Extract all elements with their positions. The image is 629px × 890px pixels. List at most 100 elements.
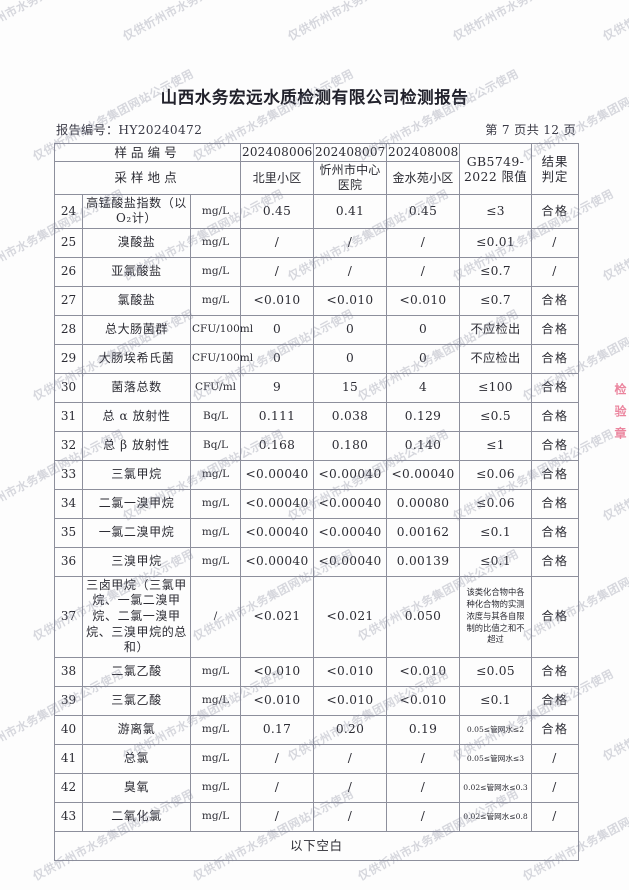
table-row: 37 三卤甲烷（三氯甲烷、一氯二溴甲烷、二氯一溴甲烷、三溴甲烷的总和） / <0.02… <box>54 575 579 658</box>
row-item-name: 总 β 放射性 <box>82 430 191 461</box>
row-result: / <box>531 772 579 803</box>
header-site-1: 北里小区 <box>240 161 314 195</box>
row-item-name: 游离氯 <box>82 714 191 745</box>
row-value-sample-2: 0.180 <box>313 430 387 461</box>
header-sample-no-3: 202408008 <box>386 142 460 163</box>
table-row: 27 氯酸盐 mg/L <0.010 <0.010 <0.010 ≤0.7 合格 <box>54 285 579 316</box>
row-value-sample-2: <0.010 <box>313 285 387 316</box>
row-value-sample-3: 0 <box>386 343 460 374</box>
blank-note-row: 以下空白 <box>54 830 579 861</box>
row-value-sample-2: <0.010 <box>313 685 387 716</box>
row-standard-limit: ≤100 <box>459 372 532 403</box>
row-standard-limit: 不应检出 <box>459 314 532 345</box>
row-item-name: 氯酸盐 <box>82 285 191 316</box>
table-row: 36 三溴甲烷 mg/L <0.00040 <0.00040 0.00139 ≤0.1 合格 <box>54 546 579 577</box>
row-value-sample-1: <0.010 <box>240 685 314 716</box>
row-value-sample-3: 0 <box>386 314 460 345</box>
row-value-sample-3: <0.010 <box>386 656 460 687</box>
row-value-sample-3: 4 <box>386 372 460 403</box>
row-standard-limit: ≤0.06 <box>459 459 532 490</box>
table-row: 33 三氯甲烷 mg/L <0.00040 <0.00040 <0.00040 ≤0.06 合… <box>54 459 579 490</box>
row-number: 43 <box>54 801 83 832</box>
row-result: 合格 <box>531 285 579 316</box>
row-number: 29 <box>54 343 83 374</box>
table-row: 35 一氯二溴甲烷 mg/L <0.00040 <0.00040 0.00162 ≤0.1 合… <box>54 517 579 548</box>
row-standard-limit: 0.05≤管网水≤2 <box>459 714 532 745</box>
row-unit: mg/L <box>190 193 241 229</box>
header-standard-line2: 2022 限值 <box>463 168 528 184</box>
row-value-sample-1: / <box>240 743 314 774</box>
header-sample-no-2: 202408007 <box>313 142 387 163</box>
row-value-sample-2: <0.00040 <box>313 459 387 490</box>
row-value-sample-2: <0.021 <box>313 575 387 658</box>
page-title: 山西水务宏远水质检测有限公司检测报告 <box>160 88 469 107</box>
watermark-text: 仅供忻州市水务集团网站公示使用 <box>0 0 126 44</box>
row-standard-limit: ≤3 <box>459 193 532 229</box>
row-value-sample-3: 0.00080 <box>386 488 460 519</box>
row-value-sample-3: 0.00162 <box>386 517 460 548</box>
row-value-sample-2: / <box>313 772 387 803</box>
row-value-sample-2: 0.41 <box>313 193 387 229</box>
row-value-sample-3: 0.140 <box>386 430 460 461</box>
row-value-sample-2: <0.00040 <box>313 546 387 577</box>
row-result: / <box>531 256 579 287</box>
row-value-sample-2: 0 <box>313 314 387 345</box>
row-result: 合格 <box>531 193 579 229</box>
row-standard-limit: ≤0.7 <box>459 256 532 287</box>
watermark-text: 仅供忻州市水务集团网站公示使用 <box>600 666 629 764</box>
row-item-name: 三氯乙酸 <box>82 685 191 716</box>
row-item-name: 臭氧 <box>82 772 191 803</box>
row-unit: mg/L <box>190 801 241 832</box>
row-standard-limit: ≤0.05 <box>459 656 532 687</box>
row-value-sample-3: <0.010 <box>386 685 460 716</box>
row-unit: mg/L <box>190 488 241 519</box>
row-value-sample-1: 0.111 <box>240 401 314 432</box>
row-item-name: 总大肠菌群 <box>82 314 191 345</box>
row-unit: Bq/L <box>190 430 241 461</box>
row-result: / <box>531 227 579 258</box>
row-value-sample-3: / <box>386 801 460 832</box>
row-value-sample-3: <0.00040 <box>386 459 460 490</box>
row-unit: mg/L <box>190 743 241 774</box>
row-value-sample-1: / <box>240 227 314 258</box>
row-number: 40 <box>54 714 83 745</box>
row-value-sample-1: <0.021 <box>240 575 314 658</box>
row-result: 合格 <box>531 488 579 519</box>
row-value-sample-1: <0.00040 <box>240 546 314 577</box>
row-item-name: 亚氯酸盐 <box>82 256 191 287</box>
row-number: 42 <box>54 772 83 803</box>
header-result-line2: 判定 <box>541 168 569 184</box>
row-number: 38 <box>54 656 83 687</box>
row-value-sample-2: 15 <box>313 372 387 403</box>
row-item-name: 总 α 放射性 <box>82 401 191 432</box>
table-row: 29 大肠埃希氏菌 CFU/100ml 0 0 0 不应检出 合格 <box>54 343 579 374</box>
watermark-text: 仅供忻州市水务集团网站公示使用 <box>600 0 629 44</box>
row-result: / <box>531 743 579 774</box>
row-result: 合格 <box>531 656 579 687</box>
row-standard-limit: ≤0.06 <box>459 488 532 519</box>
table-row: 32 总 β 放射性 Bq/L 0.168 0.180 0.140 ≤1 合格 <box>54 430 579 461</box>
row-value-sample-3: / <box>386 772 460 803</box>
header-result-judgement: 结果 判定 <box>531 143 579 195</box>
row-value-sample-2: / <box>313 227 387 258</box>
watermark-text: 仅供忻州市水务集团网站公示使用 <box>285 0 451 44</box>
row-value-sample-3: 0.19 <box>386 714 460 745</box>
row-number: 34 <box>54 488 83 519</box>
row-item-name: 一氯二溴甲烷 <box>82 517 191 548</box>
table-row: 43 二氧化氯 mg/L / //0.02≤管网水≤0.8/ <box>54 801 579 832</box>
table-row: 31 总 α 放射性 Bq/L 0.111 0.038 0.129 ≤0.5 合格 <box>54 401 579 432</box>
watermark-text: 仅供忻州市水务集团网站公示使用 <box>600 186 629 284</box>
row-standard-limit: ≤1 <box>459 430 532 461</box>
row-value-sample-3: 0.45 <box>386 193 460 229</box>
row-result: 合格 <box>531 575 579 658</box>
row-item-name: 二氯乙酸 <box>82 656 191 687</box>
row-unit: mg/L <box>190 685 241 716</box>
row-number: 28 <box>54 314 83 345</box>
row-value-sample-3: / <box>386 227 460 258</box>
row-standard-limit: ≤0.1 <box>459 517 532 548</box>
row-value-sample-3: <0.010 <box>386 285 460 316</box>
row-value-sample-1: 0 <box>240 343 314 374</box>
row-standard-limit: ≤0.5 <box>459 401 532 432</box>
row-value-sample-2: 0.038 <box>313 401 387 432</box>
row-unit: mg/L <box>190 256 241 287</box>
